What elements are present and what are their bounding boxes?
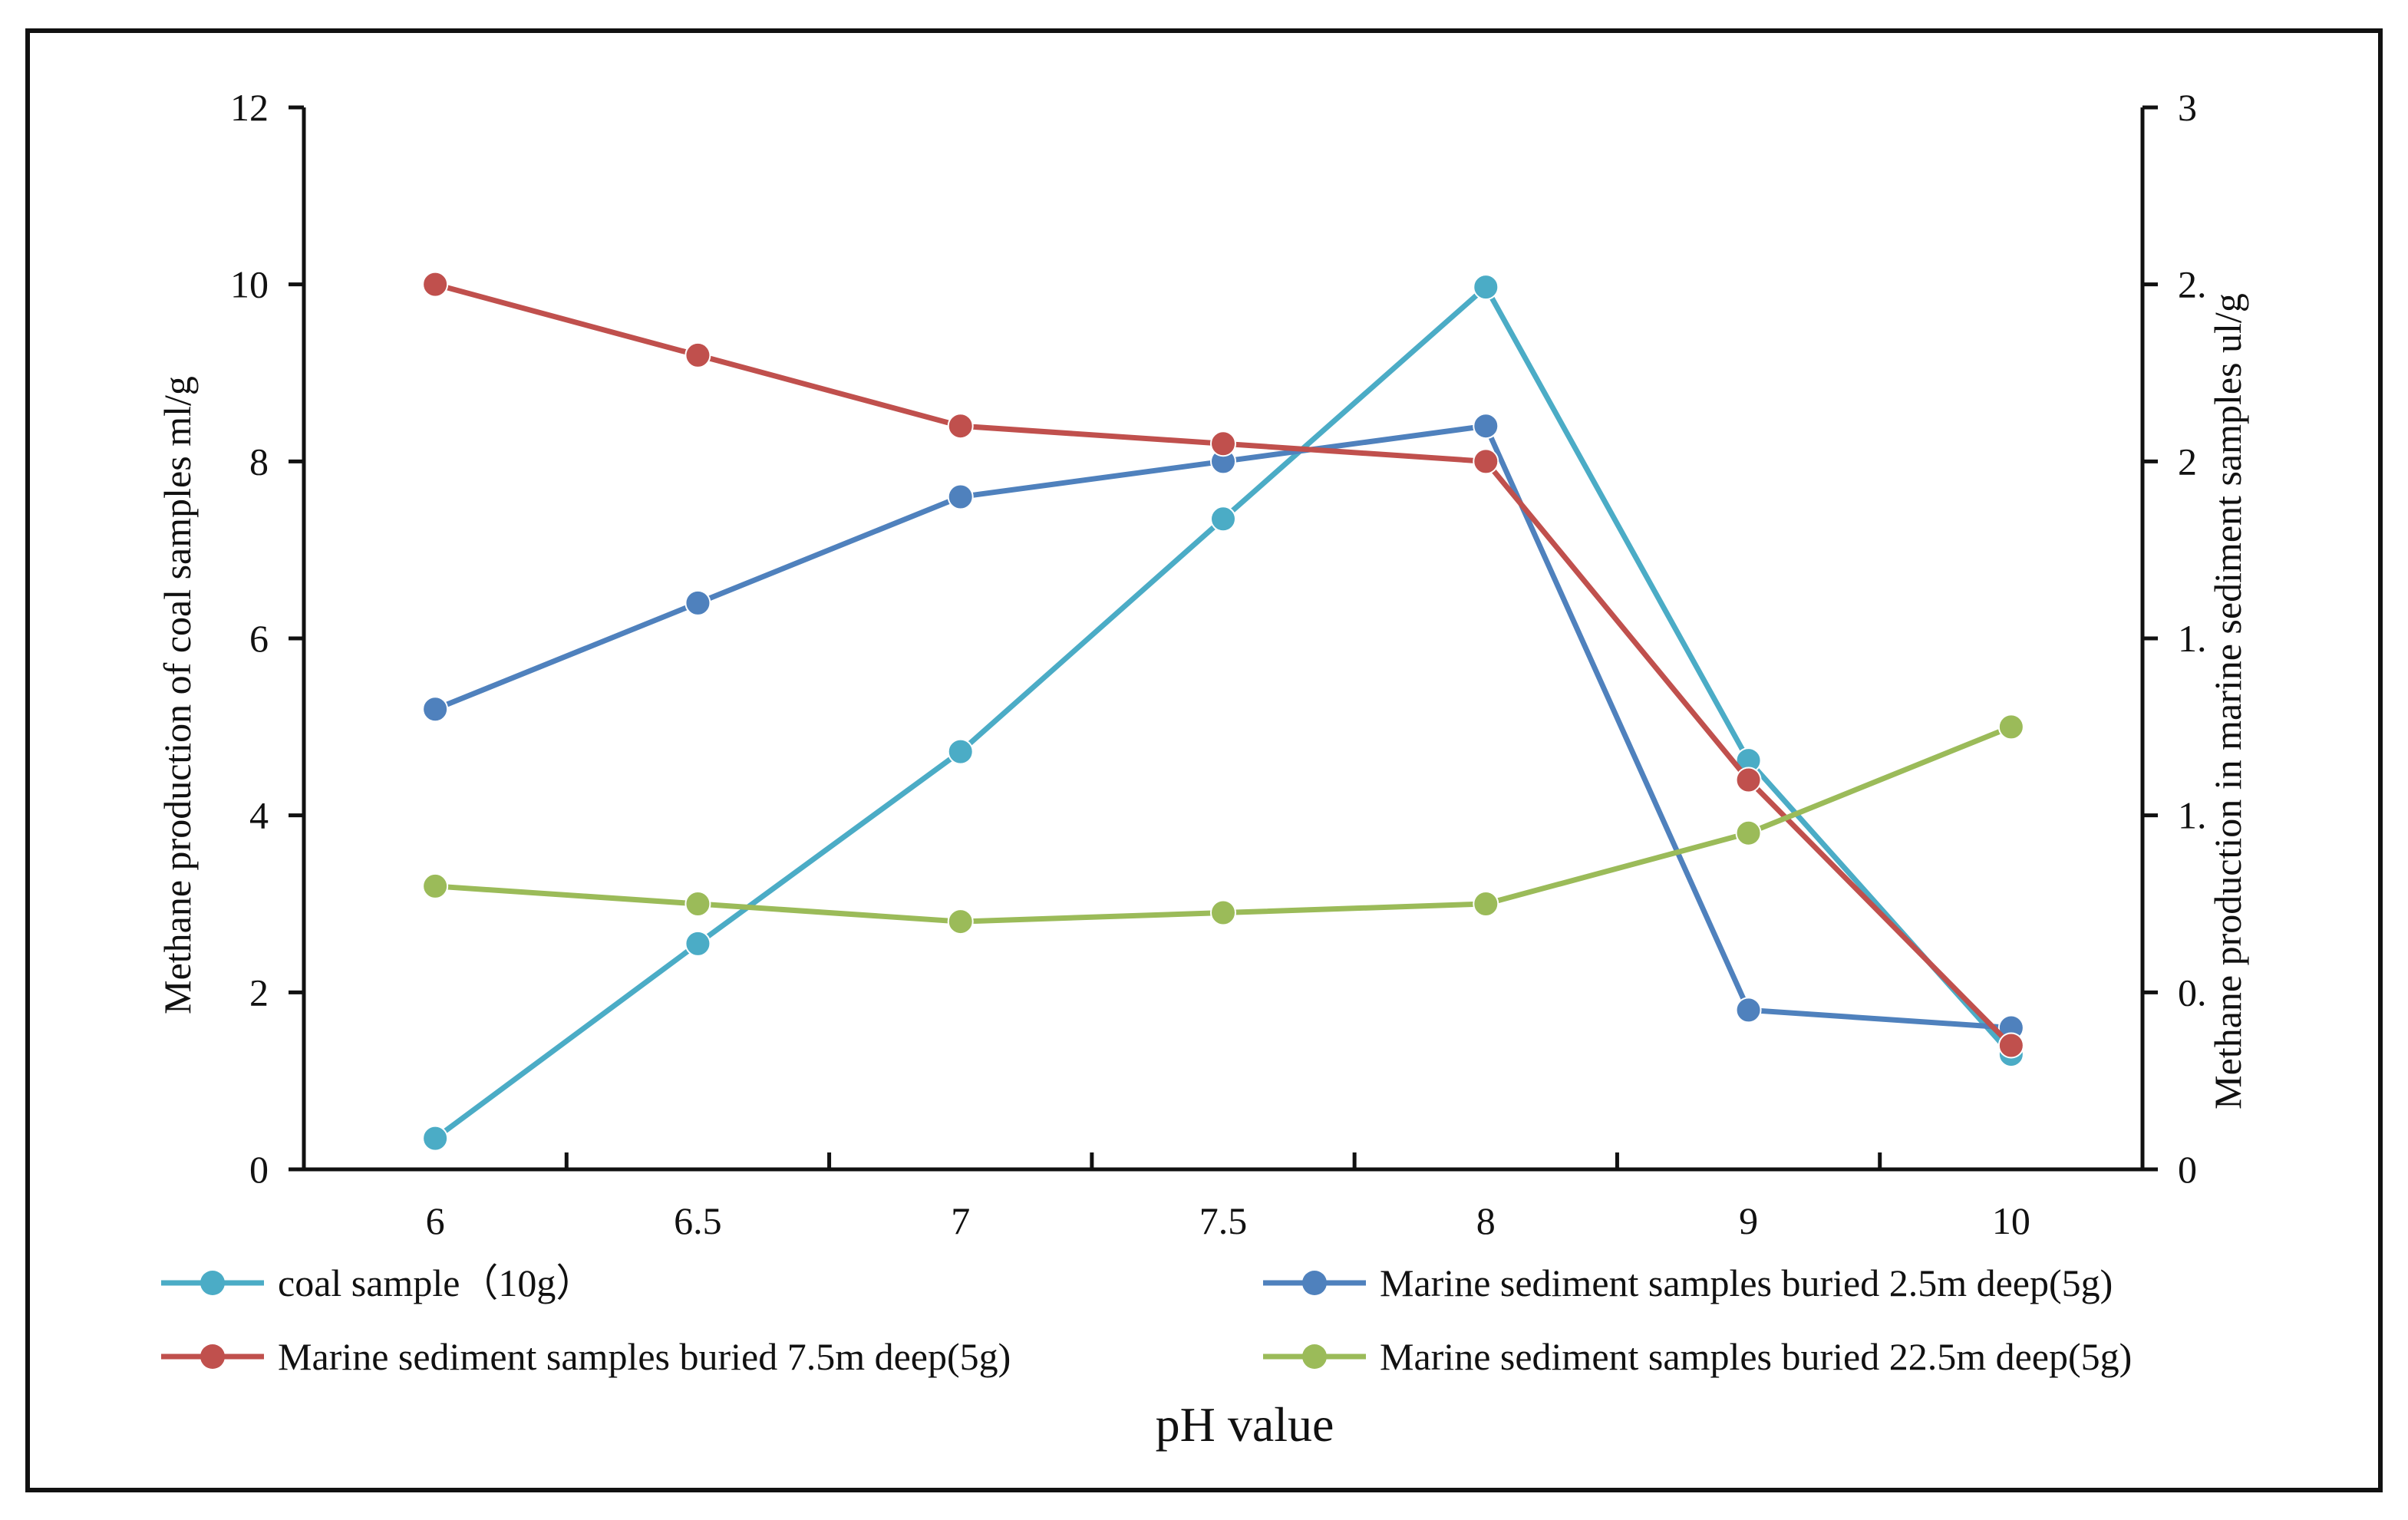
data-point	[684, 589, 711, 616]
data-point	[1210, 899, 1236, 926]
data-point	[947, 908, 974, 935]
x-axis-title: pH value	[1156, 1397, 1334, 1452]
x-tick-label: 6	[426, 1199, 445, 1242]
y2-tick-label: 1.	[2178, 617, 2207, 660]
data-point	[1997, 714, 2024, 740]
data-point	[1473, 448, 1499, 475]
data-point	[1735, 767, 1762, 793]
data-point	[1473, 413, 1499, 440]
axes: 0 2 4 6 8 10 12 0 0. 1. 1. 2 2. 3 6 6.5 7 7.5 8 9 10	[230, 86, 2207, 1242]
legend-swatch-marker	[1302, 1344, 1327, 1369]
legend-label: Marine sediment samples buried 22.5m dee…	[1380, 1335, 2132, 1378]
data-point	[422, 696, 449, 723]
y2-tick-label: 0	[2178, 1148, 2197, 1191]
data-point	[1473, 891, 1499, 917]
y2-tick-label: 0.	[2178, 971, 2207, 1014]
data-point	[684, 341, 711, 368]
y-tick-label: 6	[249, 617, 269, 660]
y-axis-title: Methane production of coal samples ml/g	[156, 376, 199, 1014]
y-tick-label: 8	[249, 440, 269, 483]
data-point	[684, 891, 711, 917]
y-tick-label: 4	[249, 794, 269, 837]
legend-item: Marine sediment samples buried 2.5m deep…	[1263, 1261, 2113, 1304]
legend-swatch-marker	[1302, 1271, 1327, 1295]
x-tick-label: 9	[1739, 1199, 1758, 1242]
data-point	[422, 1125, 449, 1152]
plot-area	[422, 271, 2024, 1152]
data-point	[1210, 506, 1236, 532]
legend-swatch-marker	[200, 1344, 225, 1369]
data-point	[947, 483, 974, 510]
x-tick-label: 7.5	[1199, 1199, 1248, 1242]
y2-tick-label: 3	[2178, 86, 2197, 129]
data-point	[947, 413, 974, 440]
legend: coal sample（10g） Marine sediment samples …	[161, 1261, 2132, 1378]
series-3	[422, 271, 2024, 1059]
legend-swatch-marker	[200, 1271, 225, 1295]
data-point	[1210, 430, 1236, 457]
legend-item: Marine sediment samples buried 7.5m deep…	[161, 1335, 1011, 1378]
data-point	[684, 930, 711, 957]
x-tick-label: 6.5	[674, 1199, 722, 1242]
data-point	[1473, 274, 1499, 301]
y2-tick-label: 1.	[2178, 794, 2207, 837]
y2-axis-title: Methane production in marine sediment sa…	[2206, 293, 2249, 1110]
data-point	[422, 872, 449, 899]
data-point	[1735, 997, 1762, 1024]
y2-tick-label: 2	[2178, 440, 2197, 483]
legend-item: Marine sediment samples buried 22.5m dee…	[1263, 1335, 2132, 1378]
y2-tick-label: 2.	[2178, 263, 2207, 306]
x-tick-label: 8	[1476, 1199, 1496, 1242]
y-tick-label: 2	[249, 971, 269, 1014]
y-tick-label: 0	[249, 1148, 269, 1191]
legend-label: coal sample（10g）	[278, 1261, 594, 1304]
series-4	[422, 714, 2024, 935]
y-tick-label: 12	[230, 86, 269, 129]
series-2	[422, 413, 2024, 1041]
data-point	[947, 738, 974, 765]
legend-item: coal sample（10g）	[161, 1261, 594, 1304]
x-tick-label: 7	[951, 1199, 970, 1242]
x-tick-label: 10	[1992, 1199, 2030, 1242]
data-point	[1997, 1032, 2024, 1059]
data-point	[1735, 819, 1762, 846]
data-point	[422, 271, 449, 298]
legend-label: Marine sediment samples buried 7.5m deep…	[278, 1335, 1011, 1378]
y-tick-label: 10	[230, 263, 269, 306]
legend-label: Marine sediment samples buried 2.5m deep…	[1380, 1261, 2113, 1304]
chart-frame	[25, 28, 2383, 1492]
